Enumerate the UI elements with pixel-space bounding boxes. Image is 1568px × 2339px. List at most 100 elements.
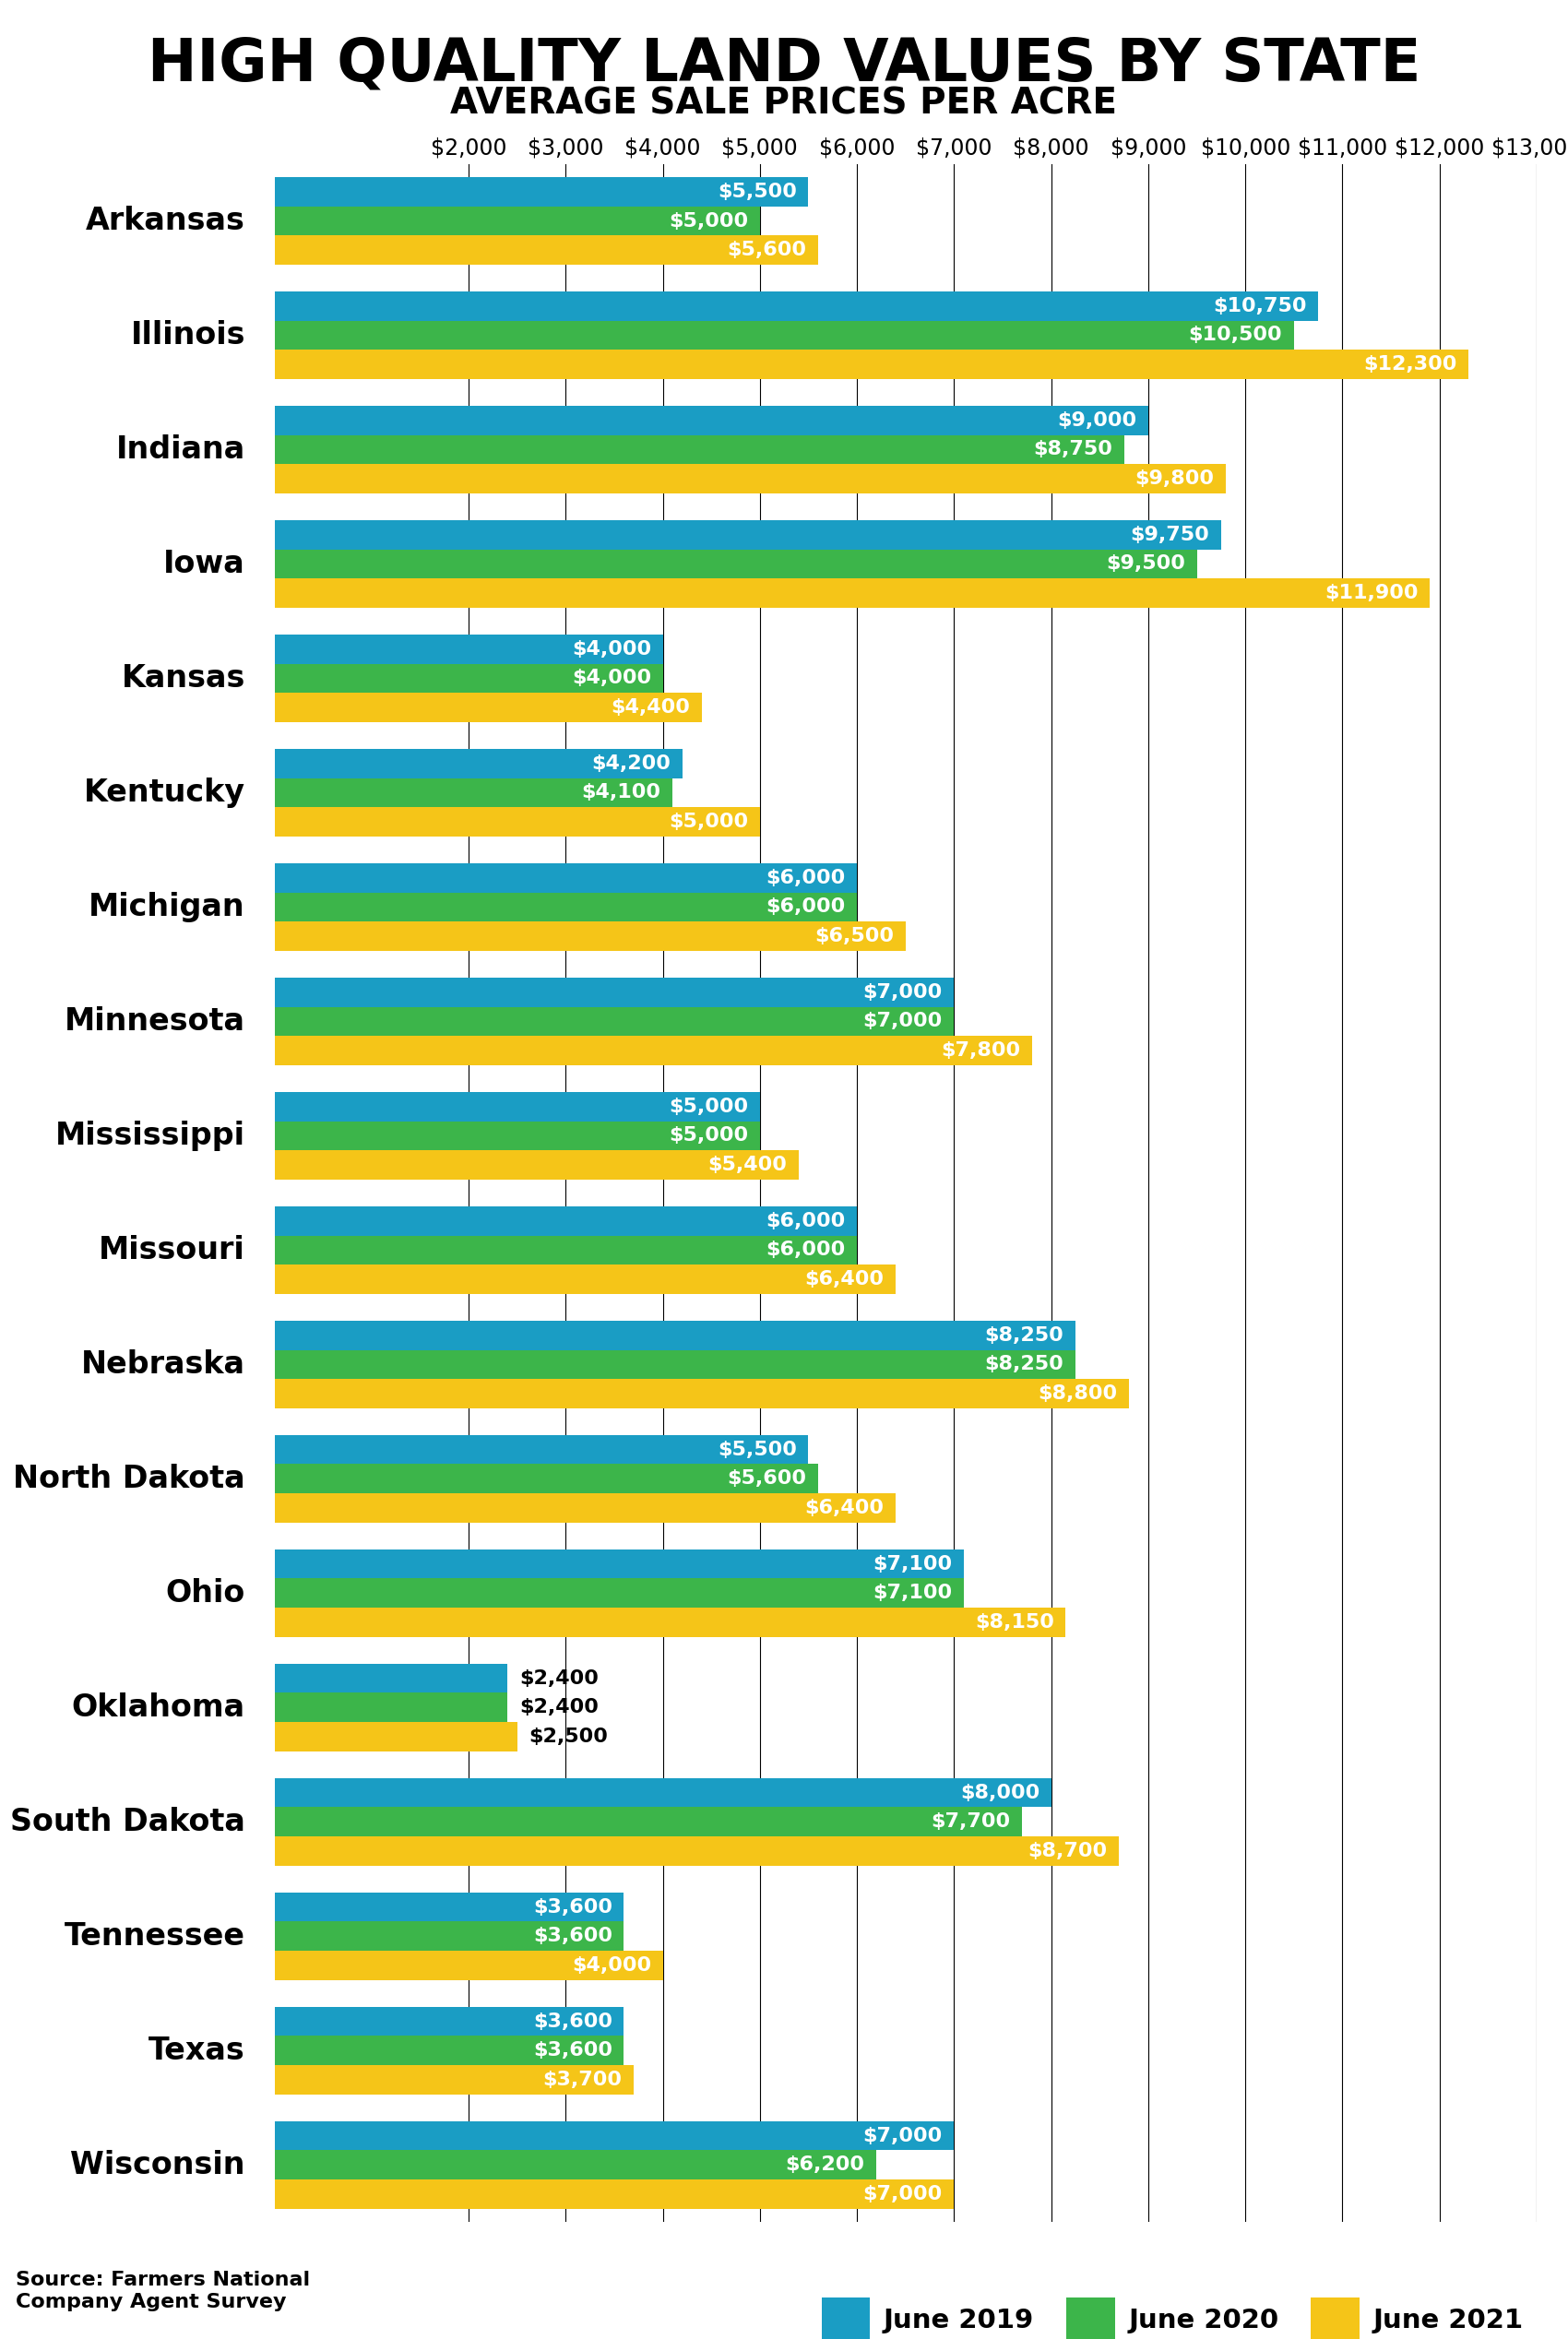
Text: $8,750: $8,750	[1033, 440, 1112, 458]
Text: $5,000: $5,000	[670, 812, 748, 830]
Text: $7,000: $7,000	[862, 982, 942, 1001]
Bar	[274, 1265, 895, 1293]
Bar	[274, 2121, 953, 2150]
Bar	[274, 292, 1319, 320]
Text: $8,250: $8,250	[985, 1354, 1063, 1373]
Text: $6,000: $6,000	[765, 1242, 845, 1258]
Text: $6,500: $6,500	[814, 926, 894, 945]
Text: $6,400: $6,400	[804, 1499, 884, 1518]
Text: Nebraska: Nebraska	[82, 1350, 245, 1380]
Text: Ohio: Ohio	[166, 1579, 245, 1609]
Text: $8,000: $8,000	[960, 1782, 1040, 1801]
Bar	[274, 2150, 877, 2180]
Bar	[274, 1006, 953, 1036]
Text: $4,000: $4,000	[572, 1955, 651, 1974]
Bar	[274, 1778, 1051, 1808]
Text: $5,500: $5,500	[718, 1441, 797, 1460]
Text: $4,000: $4,000	[572, 641, 651, 657]
Bar	[274, 1350, 1076, 1380]
Bar	[274, 1808, 1022, 1836]
Bar	[274, 2035, 624, 2065]
Bar	[274, 550, 1196, 578]
Text: $3,600: $3,600	[533, 2012, 612, 2030]
Text: $11,900: $11,900	[1325, 585, 1417, 603]
Bar	[274, 1923, 624, 1951]
Bar	[274, 1492, 895, 1523]
Text: $2,400: $2,400	[519, 1670, 599, 1686]
Bar	[274, 779, 673, 807]
Text: $5,400: $5,400	[707, 1155, 787, 1174]
Text: $8,700: $8,700	[1029, 1841, 1107, 1860]
Bar	[274, 863, 858, 893]
Text: $9,500: $9,500	[1105, 554, 1185, 573]
Bar	[274, 1322, 1076, 1350]
Bar	[274, 206, 760, 236]
Text: $3,600: $3,600	[533, 2042, 612, 2061]
Text: $8,250: $8,250	[985, 1326, 1063, 1345]
Text: $6,000: $6,000	[765, 868, 845, 886]
Text: $7,800: $7,800	[941, 1041, 1021, 1060]
Bar	[274, 1380, 1129, 1408]
Bar	[274, 634, 663, 664]
Bar	[274, 807, 760, 837]
Bar	[274, 519, 1221, 550]
Text: Minnesota: Minnesota	[64, 1006, 245, 1036]
Text: Tennessee: Tennessee	[64, 1920, 245, 1951]
Text: $9,000: $9,000	[1057, 412, 1137, 430]
Text: $5,500: $5,500	[718, 182, 797, 201]
Text: $5,600: $5,600	[728, 1469, 806, 1488]
Text: $9,800: $9,800	[1135, 470, 1214, 489]
Text: Missouri: Missouri	[99, 1235, 245, 1265]
Text: $7,700: $7,700	[931, 1813, 1010, 1831]
Bar	[274, 664, 663, 692]
Bar	[274, 978, 953, 1006]
Text: $4,200: $4,200	[591, 753, 671, 772]
Bar	[274, 1151, 798, 1179]
Bar	[274, 1434, 809, 1464]
Bar	[274, 1892, 624, 1923]
Text: $7,000: $7,000	[862, 2126, 942, 2145]
Text: $10,500: $10,500	[1189, 325, 1283, 344]
Text: Source: Farmers National
Company Agent Survey: Source: Farmers National Company Agent S…	[16, 2271, 310, 2311]
Text: $3,600: $3,600	[533, 1927, 612, 1946]
Bar	[274, 320, 1294, 351]
Text: AVERAGE SALE PRICES PER ACRE: AVERAGE SALE PRICES PER ACRE	[450, 87, 1118, 122]
Text: Wisconsin: Wisconsin	[71, 2150, 245, 2180]
Text: $8,150: $8,150	[975, 1614, 1054, 1633]
Text: Kansas: Kansas	[121, 662, 245, 695]
Bar	[274, 2065, 633, 2093]
Text: $3,700: $3,700	[543, 2070, 622, 2089]
Bar	[274, 1548, 964, 1579]
Bar	[274, 2180, 953, 2208]
Bar	[274, 1579, 964, 1607]
Text: $2,500: $2,500	[528, 1729, 608, 1745]
Bar	[274, 1235, 858, 1265]
Text: Indiana: Indiana	[116, 435, 245, 465]
Text: $2,400: $2,400	[519, 1698, 599, 1717]
Text: $6,400: $6,400	[804, 1270, 884, 1289]
Text: Arkansas: Arkansas	[86, 206, 245, 236]
Legend: June 2019, June 2020, June 2021: June 2019, June 2020, June 2021	[822, 2297, 1523, 2339]
Bar	[274, 2007, 624, 2035]
Text: $6,000: $6,000	[765, 898, 845, 917]
Text: HIGH QUALITY LAND VALUES BY STATE: HIGH QUALITY LAND VALUES BY STATE	[147, 35, 1421, 91]
Bar	[274, 1722, 517, 1752]
Bar	[274, 405, 1148, 435]
Bar	[274, 1092, 760, 1120]
Bar	[274, 435, 1124, 463]
Text: $7,000: $7,000	[862, 1013, 942, 1031]
Text: $4,000: $4,000	[572, 669, 651, 688]
Bar	[274, 1120, 760, 1151]
Text: Texas: Texas	[149, 2035, 245, 2065]
Text: $8,800: $8,800	[1038, 1385, 1116, 1403]
Bar	[274, 236, 818, 264]
Text: $6,200: $6,200	[786, 2157, 864, 2173]
Bar	[274, 1836, 1120, 1867]
Text: $4,400: $4,400	[612, 699, 690, 716]
Text: $9,750: $9,750	[1131, 526, 1209, 545]
Text: $3,600: $3,600	[533, 1897, 612, 1916]
Text: $5,000: $5,000	[670, 1127, 748, 1144]
Text: Oklahoma: Oklahoma	[72, 1691, 245, 1724]
Bar	[274, 692, 701, 723]
Text: $4,100: $4,100	[582, 784, 660, 802]
